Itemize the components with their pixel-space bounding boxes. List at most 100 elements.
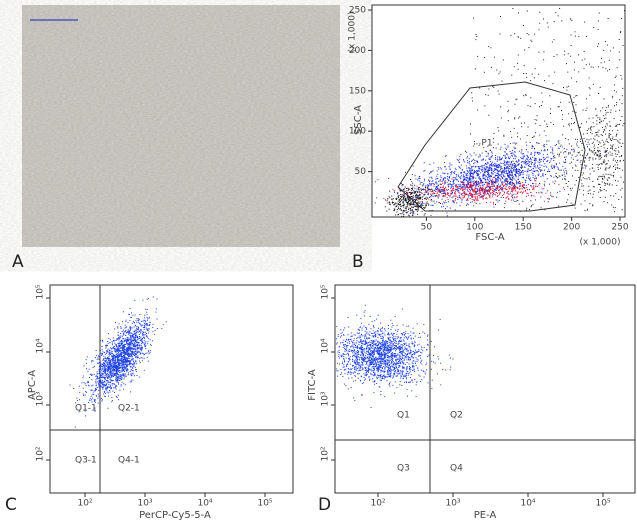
event-dot bbox=[613, 176, 614, 177]
event-dot bbox=[105, 348, 106, 349]
event-dot bbox=[131, 381, 132, 382]
event-dot bbox=[414, 199, 415, 200]
event-dot bbox=[598, 144, 599, 145]
event-dot bbox=[448, 193, 449, 194]
event-dot bbox=[429, 177, 430, 178]
event-dot bbox=[477, 56, 478, 57]
event-dot bbox=[450, 164, 451, 165]
event-dot bbox=[84, 382, 85, 383]
event-dot bbox=[503, 174, 504, 175]
event-dot bbox=[492, 185, 493, 186]
event-dot bbox=[482, 167, 483, 168]
event-dot bbox=[154, 334, 155, 335]
event-dot bbox=[391, 196, 392, 197]
event-dot bbox=[462, 193, 463, 194]
event-dot bbox=[473, 173, 474, 174]
event-dot bbox=[132, 327, 133, 328]
event-dot bbox=[475, 188, 476, 189]
event-dot bbox=[141, 343, 142, 344]
event-dot bbox=[107, 364, 108, 365]
event-dot bbox=[540, 153, 541, 154]
event-dot bbox=[130, 343, 131, 344]
event-dot bbox=[424, 180, 425, 181]
event-dot bbox=[108, 343, 109, 344]
quadrant-label: Q3 bbox=[397, 464, 410, 474]
event-dot bbox=[416, 191, 417, 192]
event-dot bbox=[447, 197, 448, 198]
y-tick-label: 50 bbox=[355, 167, 367, 177]
event-dot bbox=[616, 134, 617, 135]
event-dot bbox=[476, 170, 477, 171]
event-dot bbox=[464, 195, 465, 196]
event-dot bbox=[121, 347, 122, 348]
event-dot bbox=[610, 152, 611, 153]
event-dot bbox=[466, 174, 467, 175]
event-dot bbox=[539, 152, 540, 153]
event-dot bbox=[505, 144, 506, 145]
event-dot bbox=[498, 91, 499, 92]
event-dot bbox=[589, 150, 590, 151]
event-dot bbox=[378, 179, 379, 180]
event-dot bbox=[500, 171, 501, 172]
event-dot bbox=[615, 153, 616, 154]
event-dot bbox=[487, 146, 488, 147]
event-dot bbox=[491, 193, 492, 194]
event-dot bbox=[480, 182, 481, 183]
event-dot bbox=[613, 172, 614, 173]
event-dot bbox=[568, 139, 569, 140]
event-dot bbox=[605, 118, 606, 119]
event-dot bbox=[436, 183, 437, 184]
event-dot bbox=[153, 324, 154, 325]
event-dot bbox=[586, 155, 587, 156]
event-dot bbox=[479, 143, 480, 144]
event-dot bbox=[500, 71, 501, 72]
event-dot bbox=[497, 173, 498, 174]
event-dot bbox=[545, 150, 546, 151]
event-dot bbox=[428, 194, 429, 195]
event-dot bbox=[429, 189, 430, 190]
event-dot bbox=[410, 194, 411, 195]
event-dot bbox=[574, 62, 575, 63]
event-dot bbox=[494, 170, 495, 171]
event-dot bbox=[107, 357, 108, 358]
event-dot bbox=[487, 177, 488, 178]
event-dot bbox=[511, 200, 512, 201]
event-dot bbox=[141, 330, 142, 331]
event-dot bbox=[481, 170, 482, 171]
event-dot bbox=[476, 191, 477, 192]
event-dot bbox=[109, 372, 110, 373]
event-dot bbox=[148, 333, 149, 334]
event-dot bbox=[511, 175, 512, 176]
event-dot bbox=[512, 174, 513, 175]
event-dot bbox=[105, 364, 106, 365]
event-dot bbox=[421, 190, 422, 191]
event-dot bbox=[510, 177, 511, 178]
event-dot bbox=[419, 180, 420, 181]
event-dot bbox=[616, 156, 617, 157]
event-dot bbox=[455, 177, 456, 178]
event-dot bbox=[516, 180, 517, 181]
event-dot bbox=[428, 204, 429, 205]
event-dot bbox=[116, 345, 117, 346]
event-dot bbox=[488, 95, 489, 96]
event-dot bbox=[101, 398, 102, 399]
event-dot bbox=[536, 160, 537, 161]
event-dot bbox=[139, 352, 140, 353]
event-dot bbox=[126, 352, 127, 353]
event-dot bbox=[561, 145, 562, 146]
event-dot bbox=[601, 62, 602, 63]
event-dot bbox=[526, 175, 527, 176]
x-axis-label: PerCP-Cy5-5-A bbox=[139, 510, 211, 521]
event-dot bbox=[405, 191, 406, 192]
event-dot bbox=[70, 385, 71, 386]
event-dot bbox=[456, 179, 457, 180]
event-dot bbox=[103, 358, 104, 359]
event-dot bbox=[485, 191, 486, 192]
event-dot bbox=[137, 329, 138, 330]
event-dot bbox=[600, 155, 601, 156]
event-dot bbox=[124, 371, 125, 372]
event-dot bbox=[607, 179, 608, 180]
event-dot bbox=[129, 339, 130, 340]
event-dot bbox=[486, 197, 487, 198]
event-dot bbox=[499, 157, 500, 158]
